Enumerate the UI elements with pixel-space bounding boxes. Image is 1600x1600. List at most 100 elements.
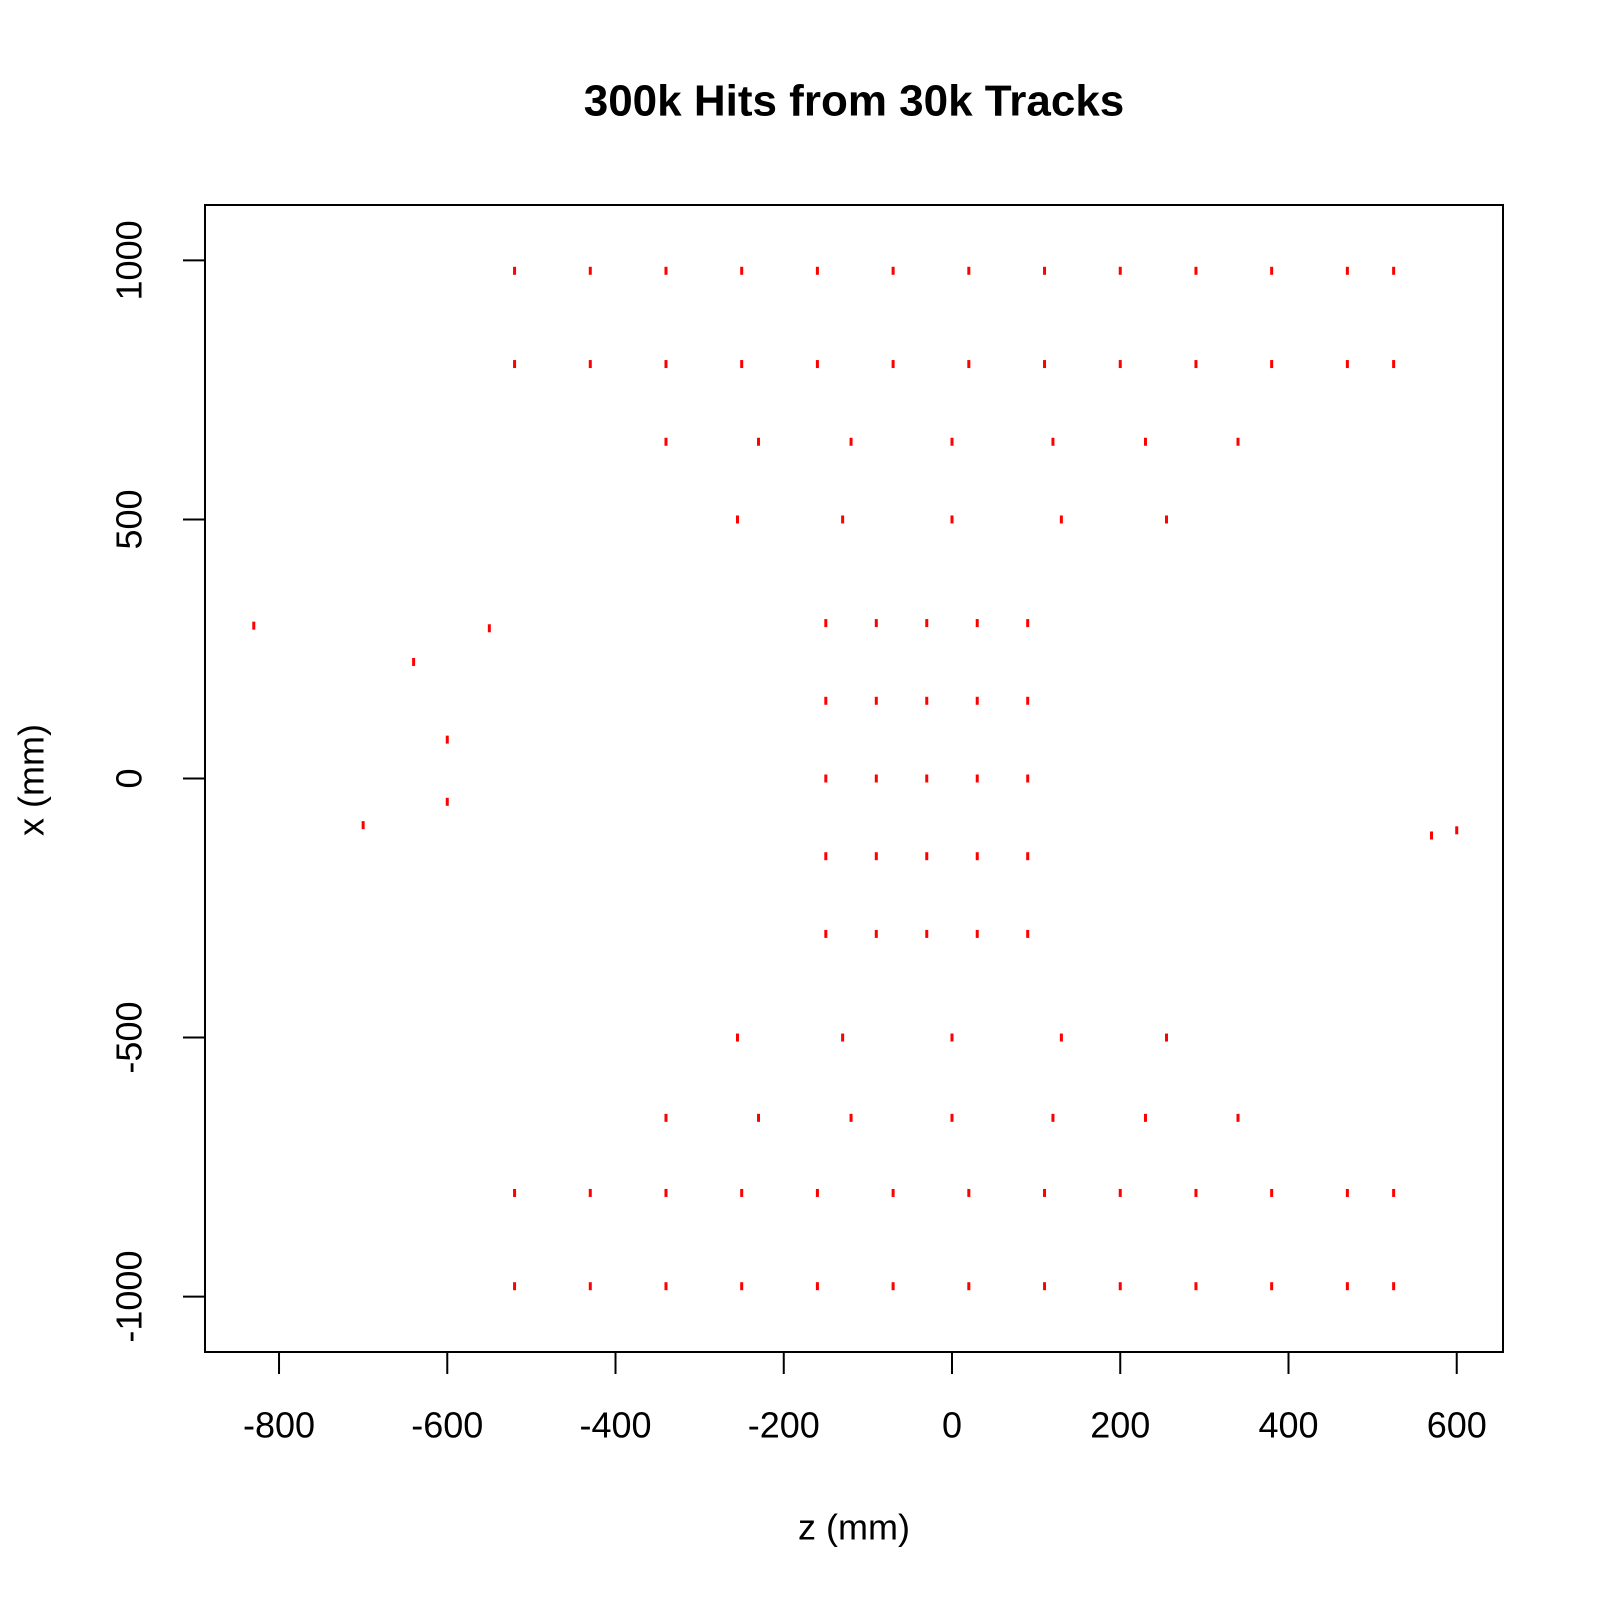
point — [967, 1188, 971, 1197]
point — [967, 1282, 971, 1291]
point — [1392, 266, 1396, 275]
point — [445, 735, 449, 744]
x-tick-label: -400 — [579, 1405, 651, 1446]
point — [1043, 360, 1047, 369]
point — [824, 774, 828, 783]
point — [1059, 515, 1063, 524]
point — [740, 1188, 744, 1197]
point — [1026, 929, 1030, 938]
point — [445, 797, 449, 806]
point — [815, 1188, 819, 1197]
point — [1059, 1033, 1063, 1042]
point — [664, 360, 668, 369]
y-tick-label: -1000 — [109, 1251, 150, 1343]
point — [361, 821, 365, 830]
point — [1270, 1282, 1274, 1291]
point — [874, 774, 878, 783]
point — [664, 266, 668, 275]
point — [588, 266, 592, 275]
x-tick-label: 400 — [1258, 1405, 1318, 1446]
point — [1143, 437, 1147, 446]
point — [925, 619, 929, 628]
x-axis-label: z (mm) — [798, 1507, 910, 1548]
point — [252, 621, 256, 630]
point — [891, 1188, 895, 1197]
point — [950, 437, 954, 446]
point — [1270, 266, 1274, 275]
point — [664, 437, 668, 446]
point — [1051, 1113, 1055, 1122]
point — [824, 929, 828, 938]
point — [513, 266, 517, 275]
point — [757, 437, 761, 446]
point — [740, 360, 744, 369]
point — [1455, 826, 1459, 835]
point — [1026, 619, 1030, 628]
point — [891, 360, 895, 369]
point — [735, 515, 739, 524]
point — [1143, 1113, 1147, 1122]
point — [950, 515, 954, 524]
point — [841, 1033, 845, 1042]
point — [967, 266, 971, 275]
point — [1392, 1282, 1396, 1291]
y-tick-label: 0 — [109, 768, 150, 788]
point — [874, 696, 878, 705]
point — [925, 696, 929, 705]
point — [1026, 852, 1030, 861]
y-tick-label: -500 — [109, 1002, 150, 1074]
point — [891, 1282, 895, 1291]
point — [513, 1282, 517, 1291]
point — [1118, 1282, 1122, 1291]
x-tick-label: 0 — [942, 1405, 962, 1446]
point — [925, 852, 929, 861]
point — [513, 360, 517, 369]
x-tick-label: 600 — [1427, 1405, 1487, 1446]
point — [1043, 1282, 1047, 1291]
point — [1118, 1188, 1122, 1197]
point — [1051, 437, 1055, 446]
point — [1194, 360, 1198, 369]
point — [1345, 360, 1349, 369]
point — [1392, 360, 1396, 369]
point — [1270, 360, 1274, 369]
point — [1194, 266, 1198, 275]
point — [849, 437, 853, 446]
point — [874, 929, 878, 938]
point — [1026, 774, 1030, 783]
point — [841, 515, 845, 524]
point — [950, 1113, 954, 1122]
point — [1118, 360, 1122, 369]
point — [1043, 266, 1047, 275]
point — [925, 929, 929, 938]
point — [740, 1282, 744, 1291]
point — [664, 1282, 668, 1291]
point — [664, 1188, 668, 1197]
point — [513, 1188, 517, 1197]
point — [1165, 515, 1169, 524]
point — [1270, 1188, 1274, 1197]
point — [735, 1033, 739, 1042]
y-tick-label: 500 — [109, 489, 150, 549]
point — [925, 774, 929, 783]
point — [1194, 1188, 1198, 1197]
point — [1345, 266, 1349, 275]
x-tick-label: -600 — [411, 1405, 483, 1446]
point — [757, 1113, 761, 1122]
point — [891, 266, 895, 275]
point — [1165, 1033, 1169, 1042]
point — [487, 624, 491, 633]
point — [975, 929, 979, 938]
point — [824, 619, 828, 628]
point — [1026, 696, 1030, 705]
point — [975, 619, 979, 628]
point — [824, 696, 828, 705]
y-tick-label: 1000 — [109, 220, 150, 300]
point — [950, 1033, 954, 1042]
x-tick-label: -200 — [748, 1405, 820, 1446]
point — [849, 1113, 853, 1122]
point — [1194, 1282, 1198, 1291]
